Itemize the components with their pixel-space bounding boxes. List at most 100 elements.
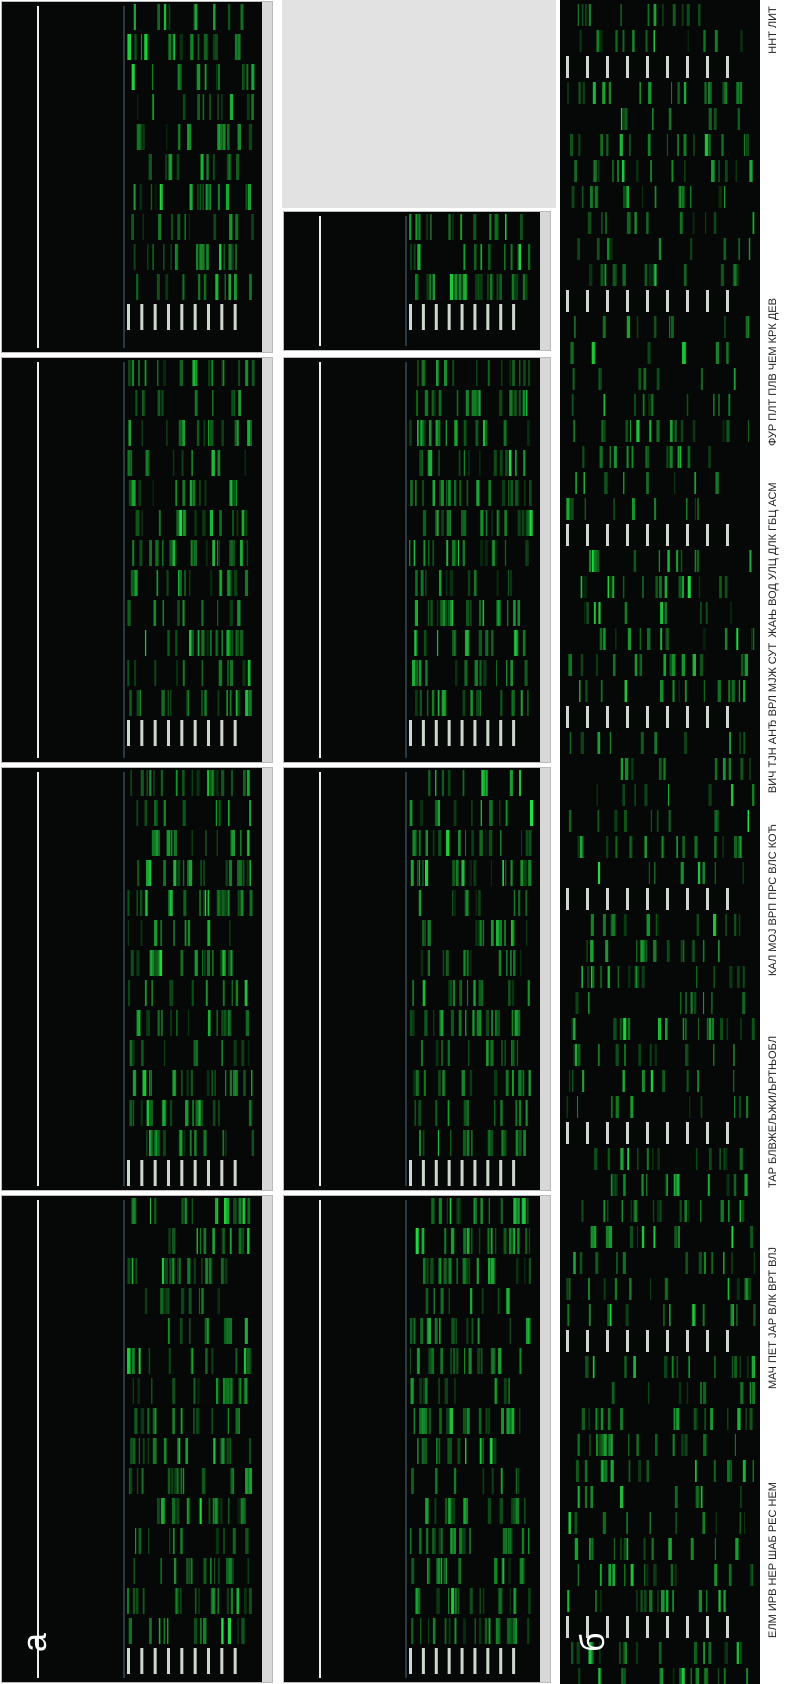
- ladder-band: [473, 1648, 476, 1674]
- band: [633, 1356, 636, 1378]
- band: [574, 160, 577, 182]
- band: [585, 1356, 588, 1378]
- band: [496, 920, 499, 946]
- band: [715, 472, 718, 494]
- band: [740, 30, 743, 52]
- band: [249, 1468, 252, 1494]
- band: [623, 1668, 626, 1684]
- band: [625, 680, 628, 702]
- band: [511, 1228, 514, 1254]
- ladder-band: [461, 304, 464, 330]
- band: [246, 1010, 249, 1036]
- band: [685, 1252, 688, 1274]
- band: [581, 732, 584, 754]
- band: [684, 264, 687, 286]
- band: [433, 1618, 436, 1644]
- band: [647, 628, 650, 650]
- band: [231, 770, 233, 796]
- band: [644, 836, 647, 858]
- band: [523, 630, 526, 656]
- band: [150, 1198, 151, 1224]
- band: [243, 860, 244, 886]
- band: [577, 238, 580, 260]
- band: [611, 1434, 613, 1456]
- band: [449, 1258, 450, 1284]
- band: [501, 1198, 503, 1224]
- band: [524, 660, 527, 686]
- band: [464, 420, 467, 446]
- band: [668, 1538, 671, 1560]
- band: [174, 830, 177, 856]
- band: [752, 1382, 755, 1404]
- band: [491, 1010, 493, 1036]
- band: [488, 1258, 490, 1284]
- band: [170, 244, 171, 270]
- band: [183, 600, 185, 626]
- band: [495, 540, 497, 566]
- band: [646, 1174, 647, 1196]
- band: [573, 1252, 575, 1274]
- band: [426, 1288, 429, 1314]
- band: [523, 450, 525, 476]
- band: [723, 758, 726, 780]
- band: [157, 274, 160, 300]
- band: [442, 770, 444, 796]
- band: [637, 1148, 638, 1170]
- band: [168, 690, 169, 716]
- band: [647, 1460, 650, 1482]
- ladder-band: [461, 1160, 464, 1186]
- band: [212, 450, 215, 476]
- band: [659, 1642, 662, 1664]
- band: [637, 1226, 638, 1248]
- band: [145, 980, 147, 1006]
- band: [600, 368, 602, 390]
- band: [665, 1174, 667, 1196]
- band: [482, 770, 485, 796]
- band: [184, 570, 186, 596]
- band: [237, 860, 240, 886]
- band: [429, 1408, 431, 1434]
- band: [241, 1618, 244, 1644]
- band: [652, 1148, 654, 1170]
- band: [628, 628, 631, 650]
- band: [638, 368, 641, 390]
- band: [454, 800, 457, 826]
- band: [455, 1588, 457, 1614]
- band: [181, 1408, 183, 1434]
- band: [434, 390, 435, 416]
- band: [716, 1512, 717, 1534]
- band: [602, 420, 605, 442]
- band: [470, 1588, 473, 1614]
- band: [516, 1498, 519, 1524]
- band: [518, 890, 520, 916]
- band: [471, 1130, 472, 1156]
- band: [724, 316, 725, 338]
- band: [730, 1460, 732, 1482]
- band: [155, 540, 158, 566]
- band: [215, 1198, 216, 1224]
- band: [207, 920, 210, 946]
- band: [450, 1408, 453, 1434]
- band: [145, 890, 147, 916]
- band: [221, 94, 223, 120]
- band: [137, 690, 140, 716]
- band: [464, 1258, 467, 1284]
- band: [491, 510, 492, 536]
- band: [249, 1438, 251, 1464]
- band: [228, 890, 230, 916]
- band: [240, 540, 242, 566]
- band: [507, 1618, 510, 1644]
- band: [168, 1468, 171, 1494]
- band: [228, 800, 230, 826]
- band: [732, 1304, 734, 1326]
- band: [135, 570, 138, 596]
- ladder-band: [207, 304, 210, 330]
- band: [426, 214, 427, 240]
- band: [649, 420, 651, 442]
- band: [651, 1070, 653, 1092]
- band: [596, 1408, 599, 1430]
- band: [596, 1434, 598, 1456]
- band: [426, 274, 429, 300]
- band: [509, 390, 512, 416]
- band: [147, 1100, 149, 1126]
